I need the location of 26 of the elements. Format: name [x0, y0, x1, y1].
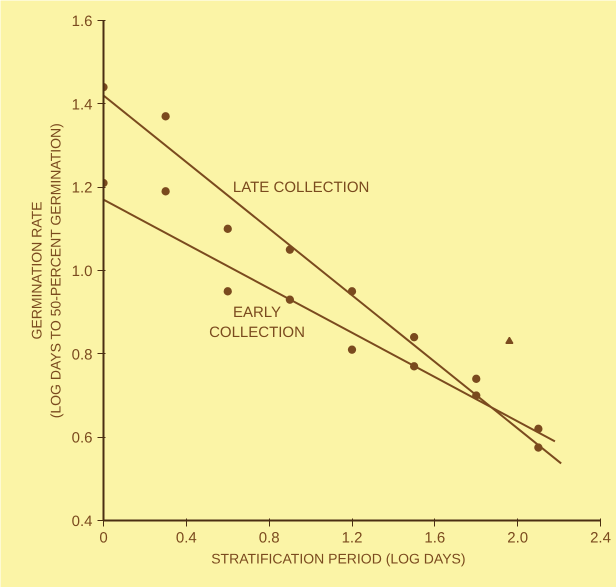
series-label: EARLY COLLECTION [209, 304, 305, 342]
point [472, 374, 480, 383]
x-tick-label: 0.8 [258, 530, 280, 546]
series-label: LATE COLLECTION [232, 178, 370, 196]
point [410, 333, 418, 342]
point [161, 187, 170, 196]
y-tick-label: 0.4 [72, 513, 93, 530]
point [348, 346, 356, 354]
x-tick-label: 0.4 [176, 530, 197, 546]
x-tick-label: 2.0 [507, 530, 528, 546]
y-tick-label: 1.0 [72, 263, 93, 280]
y-tick-label: 0.6 [72, 430, 93, 447]
x-tick-label: 2.4 [590, 530, 611, 546]
x-tick-label: 1.6 [424, 530, 446, 546]
point [224, 287, 232, 296]
y-tick-label: 1.4 [72, 96, 93, 114]
y-axis-title: GERMINATION RATE (LOG DAYS TO 50-PERCENT GERMINATION) [28, 123, 64, 418]
x-tick-label: 1.2 [342, 530, 362, 546]
y-tick-label: 1.6 [72, 13, 93, 30]
y-tick-label: 0.8 [72, 346, 93, 364]
point [505, 336, 514, 344]
y-tick-label: 1.2 [72, 180, 93, 197]
x-tick-label: 0 [99, 530, 108, 546]
x-axis-title: STRATIFICATION PERIOD (LOG DAYS) [211, 550, 466, 566]
point [161, 112, 170, 120]
point [224, 224, 232, 233]
